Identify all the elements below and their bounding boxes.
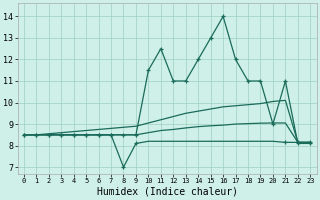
X-axis label: Humidex (Indice chaleur): Humidex (Indice chaleur) (97, 187, 237, 197)
